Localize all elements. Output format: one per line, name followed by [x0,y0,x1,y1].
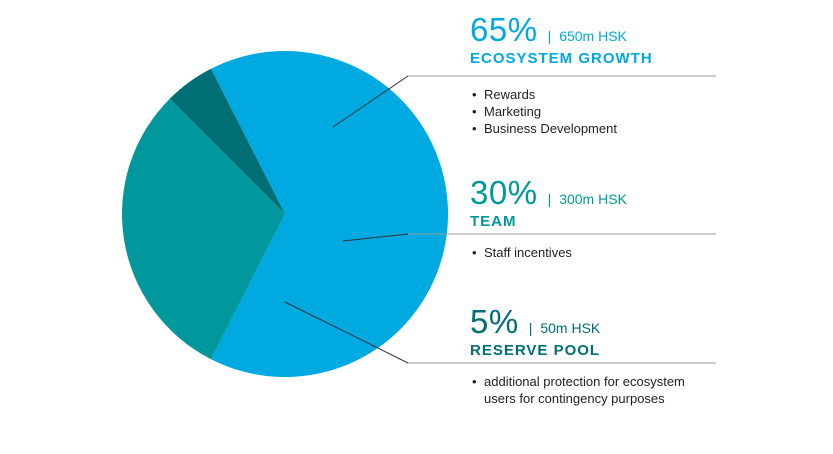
leader-line-team [342,233,409,242]
segment-header: 30% | 300m HSK [470,175,820,211]
reserve-category: RESERVE POOL [470,342,601,359]
ecosystem-bullet-list: Rewards Marketing Business Development [472,86,617,137]
team-percent: 30% [470,174,538,211]
team-category: TEAM [470,213,517,230]
leader-line-ecosystem [332,75,409,128]
ecosystem-amount: 650m HSK [559,28,627,44]
reserve-amount: 50m HSK [540,320,601,336]
ecosystem-separator: | [547,28,552,44]
ecosystem-bullet-item: Rewards [472,86,617,103]
ecosystem-bullet-item: Business Development [472,120,617,137]
pie-slice-ecosystem-growth [211,51,449,377]
segment-reserve-pool: 5% | 50m HSK RESERVE POOL [470,304,820,360]
pie-slice-team [122,98,286,360]
reserve-percent: 5% [470,303,519,340]
ecosystem-category: ECOSYSTEM GROWTH [470,50,653,67]
segment-header: 65% | 650m HSK [470,12,820,48]
team-bullet-list: Staff incentives [472,244,572,261]
pie-slice-reserve-pool [169,68,285,215]
team-separator: | [547,191,552,207]
reserve-separator: | [528,320,533,336]
segment-header: 5% | 50m HSK [470,304,820,340]
ecosystem-percent: 65% [470,11,538,48]
segment-team: 30% | 300m HSK TEAM [470,175,820,231]
leader-line-reserve [284,301,409,364]
team-amount: 300m HSK [559,191,627,207]
reserve-bullet-item: additional protection for ecosystem user… [472,373,712,407]
reserve-bullet-list: additional protection for ecosystem user… [472,373,712,407]
segment-ecosystem-growth: 65% | 650m HSK ECOSYSTEM GROWTH [470,12,820,68]
ecosystem-bullet-item: Marketing [472,103,617,120]
team-bullet-item: Staff incentives [472,244,572,261]
